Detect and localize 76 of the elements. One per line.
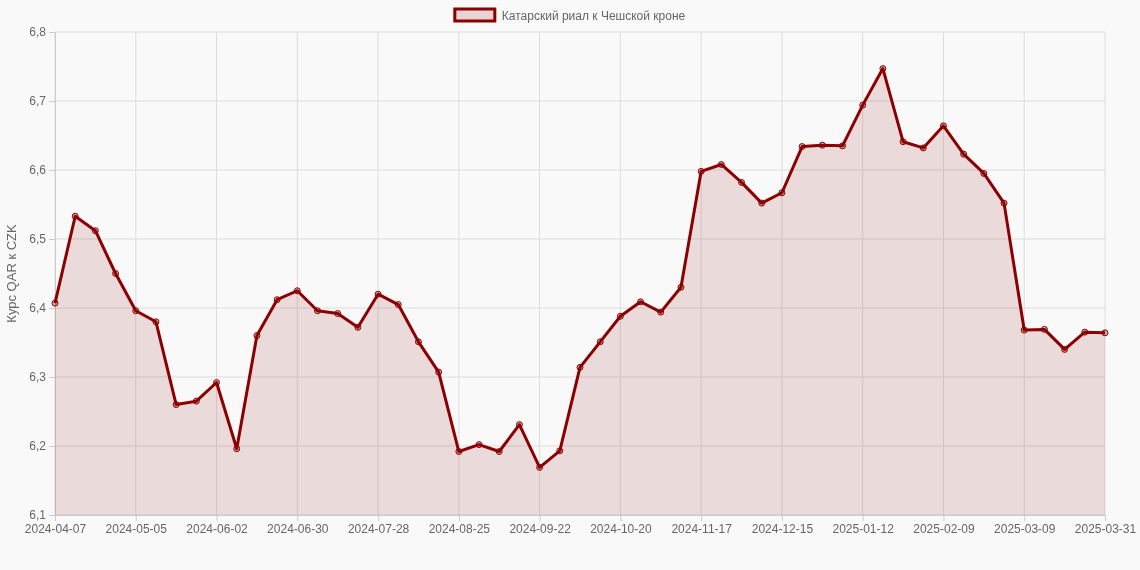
point <box>374 290 382 298</box>
point <box>576 363 584 371</box>
point <box>394 301 402 309</box>
point <box>455 448 463 455</box>
point <box>91 227 99 235</box>
point <box>536 463 544 471</box>
y-tick-label: 6,2 <box>29 439 47 454</box>
point <box>899 138 907 146</box>
x-tick-label: 2024-04-07 <box>24 521 87 536</box>
point <box>495 448 503 455</box>
y-tick-label: 6,5 <box>29 232 47 247</box>
y-axis-title: Курс QAR к CZK <box>4 224 19 323</box>
point <box>1101 329 1109 337</box>
point <box>677 283 685 291</box>
point <box>233 445 241 453</box>
point <box>334 310 342 317</box>
point <box>1020 326 1028 334</box>
point <box>293 287 301 295</box>
x-tick-label: 2025-02-09 <box>913 521 975 536</box>
point <box>939 122 947 130</box>
point <box>213 379 221 386</box>
x-tick-label: 2024-12-15 <box>751 521 814 536</box>
y-tick-label: 6,8 <box>29 25 47 40</box>
y-tick-label: 6,7 <box>29 94 47 109</box>
point <box>657 308 665 316</box>
point <box>475 441 483 449</box>
legend-label: Катарский риал к Чешской кроне <box>501 9 686 23</box>
point <box>919 144 927 152</box>
point <box>1040 325 1048 333</box>
y-tick-label: 6,3 <box>29 370 47 385</box>
point <box>697 167 705 175</box>
point <box>738 178 746 186</box>
point <box>435 368 443 376</box>
x-tick-label: 2025-01-12 <box>832 521 895 536</box>
point <box>1061 345 1069 353</box>
point <box>859 101 867 109</box>
y-tick-label: 6,4 <box>29 301 47 316</box>
point <box>818 141 826 149</box>
point <box>596 338 604 346</box>
point <box>798 143 806 151</box>
point <box>1081 328 1089 336</box>
point <box>616 312 624 320</box>
point <box>758 199 766 207</box>
x-tick-label: 2024-11-17 <box>671 521 733 536</box>
point <box>253 332 261 340</box>
point <box>51 299 59 307</box>
point <box>717 161 725 168</box>
x-tick-label: 2024-07-28 <box>347 521 410 536</box>
y-tick-label: 6,6 <box>29 163 47 178</box>
point <box>354 323 362 331</box>
point <box>192 397 200 405</box>
x-tick-label: 2024-10-20 <box>590 521 652 536</box>
x-tick-label: 2024-08-25 <box>428 521 491 536</box>
point <box>152 318 160 326</box>
x-tick-label: 2025-03-09 <box>994 521 1056 536</box>
x-tick-label: 2024-06-02 <box>186 521 249 536</box>
point <box>314 307 321 315</box>
point <box>556 447 564 455</box>
point <box>112 270 120 277</box>
point <box>637 298 645 306</box>
point <box>960 150 968 158</box>
point <box>273 296 281 304</box>
y-tick-label: 6,1 <box>29 508 47 523</box>
point <box>1000 199 1008 207</box>
point <box>172 401 180 409</box>
point <box>980 169 988 177</box>
x-tick-label: 2024-09-22 <box>509 521 572 536</box>
point <box>71 212 79 220</box>
point <box>132 307 140 315</box>
point <box>778 189 786 197</box>
x-tick-label: 2025-03-31 <box>1074 521 1137 536</box>
x-tick-label: 2024-05-05 <box>105 521 168 536</box>
point <box>515 421 523 429</box>
point <box>839 142 846 150</box>
x-tick-label: 2024-06-30 <box>267 521 329 536</box>
point <box>414 338 422 346</box>
